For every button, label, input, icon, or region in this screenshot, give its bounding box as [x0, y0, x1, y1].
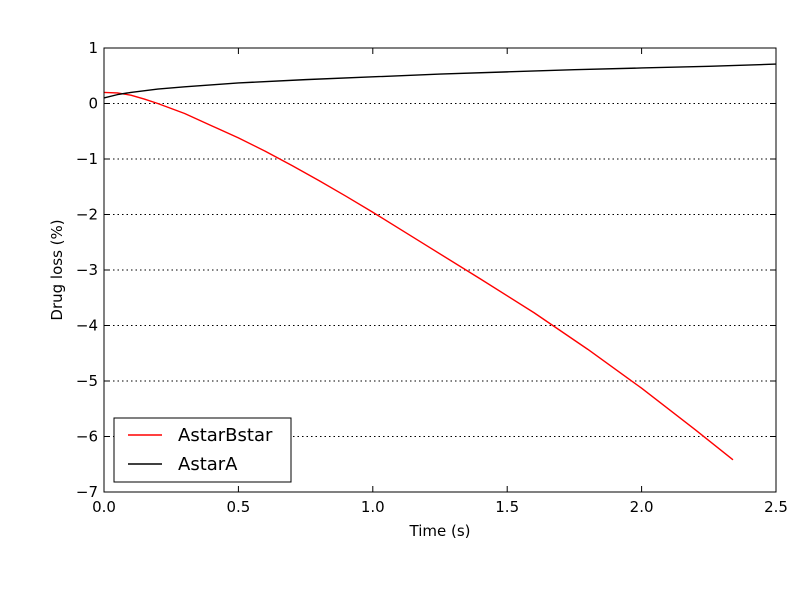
series-line-astarbstar	[103, 91, 734, 461]
series-layer	[103, 63, 777, 461]
y-tick-label: 0	[88, 95, 98, 113]
y-tick-label: −1	[76, 150, 98, 168]
x-tick-label: 1.5	[495, 498, 519, 516]
tick-labels: 0.0 0.5 1.0 1.5 2.0 2.5 1 0 −1 −2 −3 −4 −5 −6 −7	[76, 39, 788, 516]
x-tick-label: 2.5	[764, 498, 788, 516]
y-tick-label: −2	[76, 206, 98, 224]
x-tick-label: 2.0	[630, 498, 654, 516]
x-tick-label: 1.0	[361, 498, 385, 516]
y-tick-label: −5	[76, 372, 98, 390]
y-tick-label: −3	[76, 261, 98, 279]
y-tick-label: 1	[88, 39, 98, 57]
legend-box	[113, 417, 292, 483]
series-line-astara	[103, 63, 777, 99]
x-tick-label: 0.0	[92, 498, 116, 516]
y-tick-label: −6	[76, 428, 98, 446]
legend-label: AstarBstar	[178, 425, 273, 446]
legend-label: AstarA	[178, 454, 238, 475]
legend: AstarBstar AstarA	[113, 417, 292, 483]
x-tick-label: 0.5	[226, 498, 250, 516]
y-axis-label: Drug loss (%)	[48, 219, 66, 320]
axis-ticks	[103, 47, 777, 493]
x-axis-label: Time (s)	[409, 522, 471, 540]
y-tick-label: −7	[76, 483, 98, 501]
y-tick-label: −4	[76, 317, 98, 335]
